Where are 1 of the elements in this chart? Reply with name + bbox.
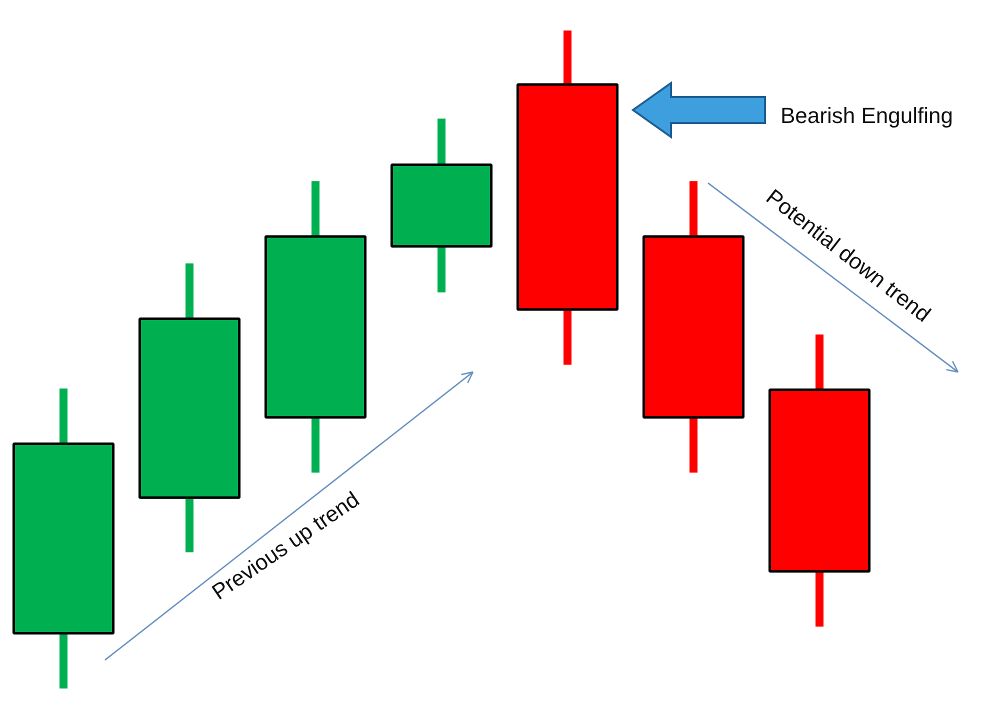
annotation: Bearish Engulfing	[780, 103, 953, 128]
